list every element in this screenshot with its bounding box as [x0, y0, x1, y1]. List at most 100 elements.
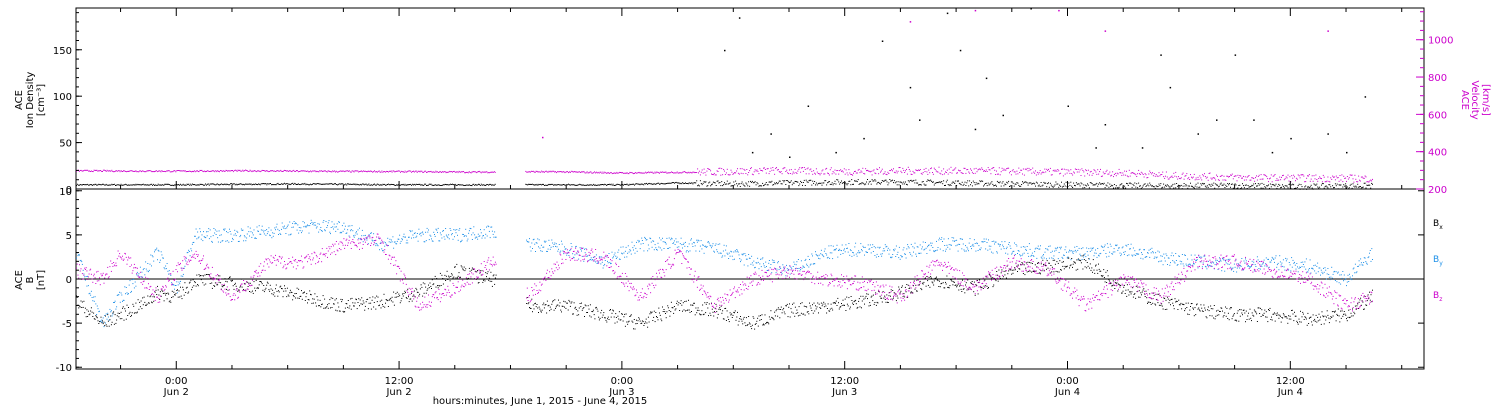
top-series-1-point — [1214, 177, 1216, 179]
top-series-1-point — [338, 171, 340, 172]
field-By-point — [381, 248, 383, 250]
top-series-1-point — [1154, 175, 1156, 177]
top-series-1-point — [179, 170, 180, 172]
top-series-0-point — [417, 184, 419, 185]
field-Bx-point — [332, 297, 334, 299]
top-series-1-point — [85, 169, 87, 171]
top-series-0-point — [347, 183, 349, 185]
top-series-1-point — [133, 170, 135, 172]
field-By-point — [119, 301, 121, 303]
top-series-1-point — [287, 171, 289, 172]
top-series-0-point — [202, 184, 204, 186]
field-Bx-point — [999, 278, 1001, 279]
field-Bx-point — [1013, 269, 1015, 271]
top-series-0-point — [147, 184, 149, 186]
field-Bx-point — [617, 315, 619, 317]
top-series-1-point — [1098, 173, 1100, 175]
field-Bx-point — [1181, 303, 1183, 305]
top-series-0-point — [257, 184, 258, 186]
field-Bx-point — [1319, 319, 1321, 321]
field-By-point — [324, 230, 326, 232]
top-series-0-point — [368, 183, 370, 185]
field-Bx-point — [1034, 264, 1036, 266]
field-By-point — [301, 232, 302, 234]
field-Bx-point — [229, 276, 231, 278]
top-series-1-point — [1320, 177, 1321, 179]
top-series-1-point — [917, 170, 919, 172]
top-series-0-point — [1115, 185, 1117, 187]
top-series-1-point — [1362, 177, 1364, 179]
top-series-0-point — [1151, 185, 1153, 187]
top-series-1-point — [373, 171, 375, 173]
field-By-point — [379, 243, 381, 244]
top-series-1-point — [781, 173, 783, 175]
top-series-1-point — [1068, 170, 1070, 172]
field-Bx-point — [274, 295, 276, 297]
top-series-1-point — [1139, 173, 1140, 175]
field-Bx-point — [284, 288, 286, 290]
field-By-point — [220, 241, 222, 243]
top-series-0-point — [790, 180, 792, 182]
top-series-0-point — [255, 183, 257, 185]
top-series-0-point — [1177, 185, 1179, 187]
top-series-0-point — [874, 179, 876, 181]
top-series-1-point — [449, 170, 451, 172]
field-By-point — [364, 238, 366, 240]
top-series-1-point — [1225, 179, 1227, 181]
field-Bx-point — [258, 287, 259, 289]
field-Bx-point — [831, 307, 833, 309]
field-By-point — [206, 231, 207, 233]
field-Bx-point — [362, 300, 364, 302]
field-By-point — [130, 291, 132, 293]
top-series-1-point — [1121, 174, 1123, 176]
top-series-0-point — [709, 181, 711, 183]
top-series-0-point — [432, 184, 434, 186]
field-By-point — [415, 236, 417, 238]
top-series-1-point — [1161, 174, 1163, 175]
field-Bx-point — [769, 318, 771, 320]
top-series-0-point — [867, 179, 868, 180]
field-By-point — [190, 248, 192, 250]
top-series-0-point — [442, 184, 444, 186]
top-series-1-point — [863, 173, 865, 174]
field-By-point — [198, 236, 200, 238]
field-Bx-point — [637, 320, 639, 322]
field-Bx-point — [939, 286, 941, 288]
field-Bx-point — [999, 276, 1001, 278]
field-Bx-point — [341, 301, 343, 303]
field-Bx-point — [971, 282, 972, 284]
top-series-1-point — [776, 167, 777, 169]
field-Bx-point — [751, 328, 753, 330]
top-series-0-point — [378, 184, 380, 186]
field-Bx-point — [234, 282, 236, 284]
field-Bx-point — [1164, 309, 1166, 310]
field-Bx-point — [696, 309, 698, 311]
top-series-1-point — [457, 172, 459, 174]
top-series-1-point — [1286, 177, 1288, 179]
top-series-0-point — [390, 183, 392, 185]
field-By-point — [426, 227, 428, 229]
field-By-point — [325, 221, 327, 222]
field-Bx-point — [930, 276, 932, 278]
field-By-point — [330, 227, 332, 228]
top-series-0-point — [611, 184, 613, 186]
field-Bx-point — [611, 312, 613, 314]
top-series-0-point — [1370, 187, 1372, 189]
top-series-1-point — [755, 170, 757, 172]
field-Bx-point — [1148, 301, 1150, 303]
field-Bx-point — [246, 281, 248, 283]
field-Bx-point — [1088, 258, 1090, 260]
top-series-0-point — [338, 183, 340, 185]
top-series-0-point — [303, 183, 305, 185]
top-series-0-point — [595, 184, 596, 186]
top-series-0-point — [336, 184, 338, 186]
field-Bx-point — [595, 307, 597, 309]
field-Bx-point — [1349, 317, 1350, 319]
field-Bx-point — [578, 307, 580, 309]
field-Bx-point — [973, 281, 975, 283]
field-Bx-point — [1199, 310, 1201, 312]
field-Bx-point — [450, 276, 452, 277]
top-series-0-point — [268, 183, 270, 185]
top-series-0-point — [1160, 183, 1162, 185]
field-Bx-point — [757, 325, 759, 327]
